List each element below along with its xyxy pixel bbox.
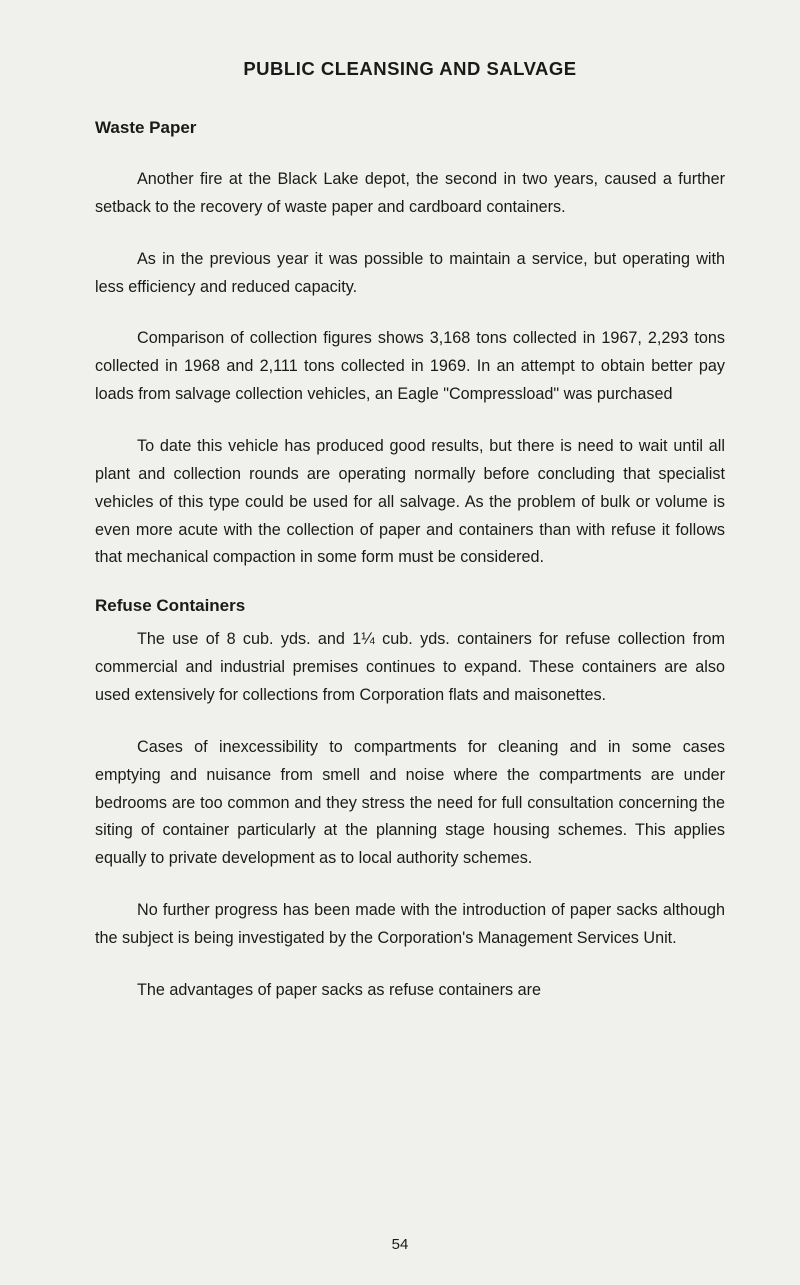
section-heading-waste-paper: Waste Paper <box>95 118 725 138</box>
body-paragraph: Cases of inexcessibility to compartments… <box>95 734 725 873</box>
body-paragraph: The advantages of paper sacks as refuse … <box>95 977 725 1005</box>
body-paragraph: Comparison of collection figures shows 3… <box>95 325 725 409</box>
body-paragraph: As in the previous year it was possible … <box>95 246 725 302</box>
section-heading-refuse-containers: Refuse Containers <box>95 596 725 616</box>
body-paragraph: Another fire at the Black Lake depot, th… <box>95 166 725 222</box>
body-paragraph: The use of 8 cub. yds. and 1¼ cub. yds. … <box>95 626 725 710</box>
body-paragraph: To date this vehicle has produced good r… <box>95 433 725 572</box>
page-title: PUBLIC CLEANSING AND SALVAGE <box>95 58 725 80</box>
page-number: 54 <box>0 1236 800 1253</box>
body-paragraph: No further progress has been made with t… <box>95 897 725 953</box>
